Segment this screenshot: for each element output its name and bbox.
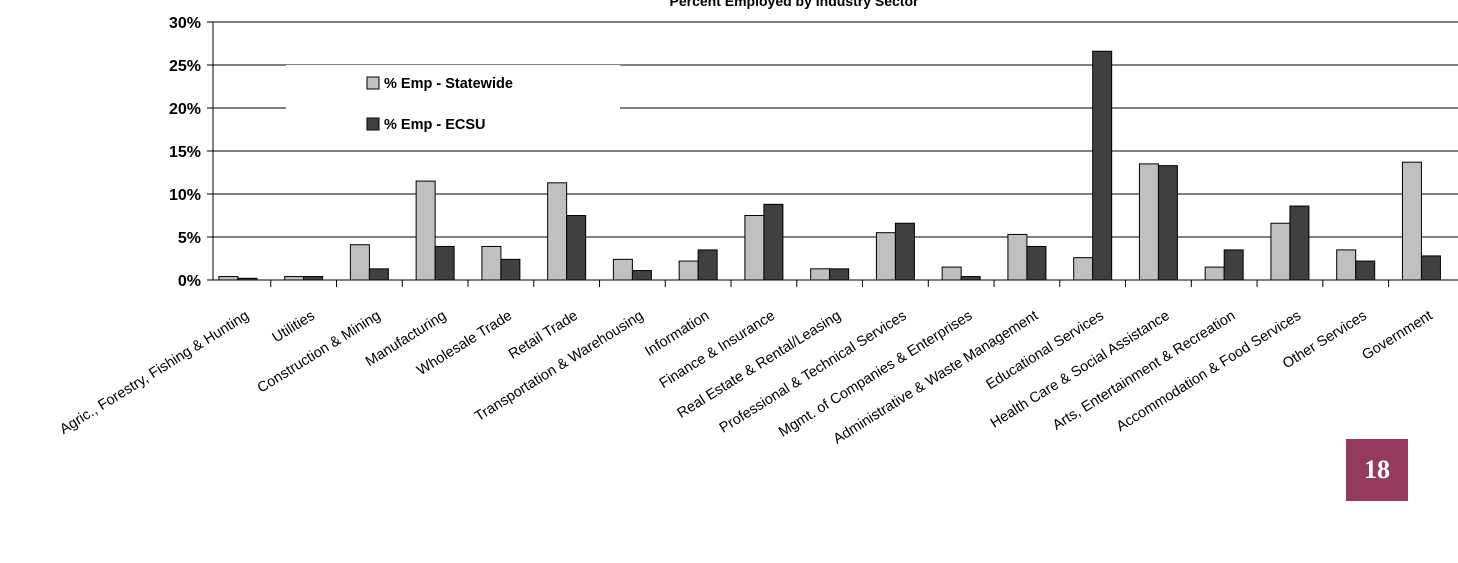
bar-statewide	[612, 258, 633, 281]
x-category-label: Agric., Forestry, Fishing & Hunting	[57, 308, 252, 438]
bar-statewide	[744, 215, 765, 281]
bar-statewide	[1401, 161, 1422, 281]
bar-ecsu	[500, 258, 521, 281]
bar-ecsu	[303, 276, 324, 281]
bar-statewide	[875, 232, 896, 281]
y-tick-label: 10%	[169, 187, 201, 204]
y-tick-label: 25%	[169, 58, 201, 75]
bar-statewide	[284, 276, 305, 281]
bar-statewide	[415, 180, 436, 281]
y-tick-label: 5%	[178, 230, 201, 247]
bar-statewide	[481, 245, 502, 281]
y-tick-label: 20%	[169, 101, 201, 118]
bar-statewide	[1270, 222, 1291, 281]
x-category-label: Utilities	[270, 308, 318, 346]
bar-ecsu	[894, 222, 915, 281]
legend-swatch	[366, 76, 380, 90]
bar-statewide	[349, 244, 370, 281]
x-category-label: Educational Services	[983, 308, 1106, 393]
x-category-label: Finance & Insurance	[657, 308, 778, 392]
axes	[207, 21, 1458, 287]
bar-statewide	[810, 268, 831, 281]
bar-ecsu	[1289, 205, 1310, 281]
bar-ecsu	[1157, 165, 1178, 281]
bar-ecsu	[566, 215, 587, 281]
x-category-label: Government	[1359, 308, 1435, 364]
bar-statewide	[1138, 163, 1159, 281]
y-tick-label: 30%	[169, 15, 201, 32]
legend: % Emp - Statewide % Emp - ECSU	[366, 76, 513, 133]
bar-statewide	[547, 182, 568, 281]
legend-background	[286, 65, 620, 150]
bar-ecsu	[1355, 260, 1376, 281]
bar-statewide	[1007, 233, 1028, 281]
bar-ecsu	[368, 268, 389, 281]
bar-ecsu	[697, 249, 718, 281]
bar-statewide	[678, 260, 699, 281]
bar-ecsu	[1223, 249, 1244, 281]
y-tick-label: 0%	[178, 273, 201, 290]
x-axis-labels: Agric., Forestry, Fishing & Hunting Utili…	[57, 308, 1435, 448]
bar-ecsu	[631, 270, 652, 281]
bar-ecsu	[960, 276, 981, 281]
y-axis-ticks: 0% 5% 10% 15% 20% 25% 30%	[169, 15, 201, 290]
legend-swatch	[366, 117, 380, 131]
bar-ecsu	[434, 245, 455, 281]
bar-statewide	[1204, 266, 1225, 281]
chart-title: Percent Employed by Industry Sector	[670, 0, 920, 9]
bar-statewide	[941, 266, 962, 281]
x-category-label: Construction & Mining	[255, 308, 384, 397]
bar-ecsu	[1092, 50, 1113, 281]
bar-statewide	[218, 276, 239, 281]
bar-ecsu	[1420, 255, 1441, 281]
bar-ecsu	[763, 203, 784, 281]
page-number-badge: 18	[1346, 439, 1408, 501]
y-tick-label: 15%	[169, 144, 201, 161]
bar-ecsu	[829, 268, 850, 281]
bar-statewide	[1336, 249, 1357, 281]
bars	[218, 50, 1441, 281]
gridlines	[213, 21, 1458, 238]
legend-label: % Emp - Statewide	[384, 76, 513, 92]
bar-statewide	[1073, 257, 1094, 281]
legend-label: % Emp - ECSU	[384, 117, 486, 133]
bar-ecsu	[1026, 245, 1047, 281]
